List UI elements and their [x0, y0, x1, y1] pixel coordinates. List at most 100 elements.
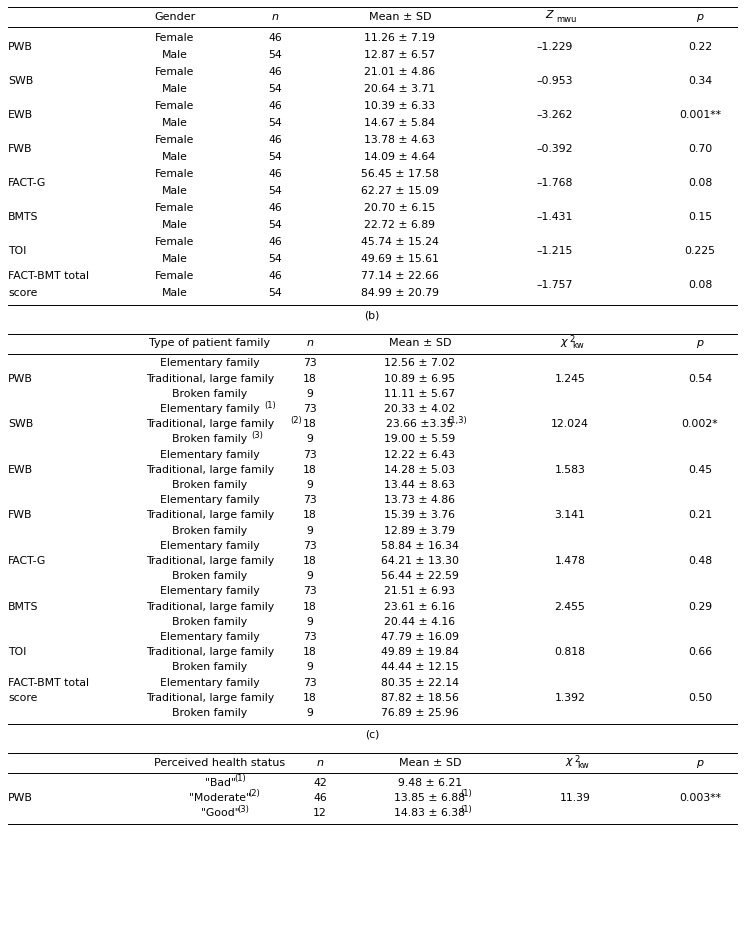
Text: –1.757: –1.757: [537, 279, 573, 290]
Text: Traditional, large family: Traditional, large family: [146, 693, 274, 703]
Text: 56.45 ± 17.58: 56.45 ± 17.58: [361, 169, 439, 179]
Text: 73: 73: [303, 587, 317, 597]
Text: 20.44 ± 4.16: 20.44 ± 4.16: [384, 617, 455, 627]
Text: (3): (3): [237, 804, 249, 814]
Text: 0.001**: 0.001**: [679, 109, 721, 120]
Text: p: p: [697, 339, 703, 349]
Text: Gender: Gender: [154, 12, 196, 22]
Text: 9: 9: [306, 525, 314, 536]
Text: FACT-G: FACT-G: [8, 177, 46, 188]
Text: 73: 73: [303, 632, 317, 642]
Text: 12.89 ± 3.79: 12.89 ± 3.79: [384, 525, 455, 536]
Text: 22.72 ± 6.89: 22.72 ± 6.89: [364, 220, 436, 230]
Text: χ: χ: [565, 756, 572, 767]
Text: Elementary family: Elementary family: [160, 632, 260, 642]
Text: FACT-BMT total: FACT-BMT total: [8, 271, 89, 281]
Text: Female: Female: [155, 33, 194, 43]
Text: 14.67 ± 5.84: 14.67 ± 5.84: [364, 118, 436, 128]
Text: 13.73 ± 4.86: 13.73 ± 4.86: [384, 495, 455, 505]
Text: 0.66: 0.66: [688, 647, 712, 657]
Text: n: n: [317, 757, 323, 768]
Text: Female: Female: [155, 237, 194, 247]
Text: 14.09 ± 4.64: 14.09 ± 4.64: [364, 152, 436, 162]
Text: "Good": "Good": [200, 808, 239, 819]
Text: p: p: [697, 757, 703, 768]
Text: 73: 73: [303, 541, 317, 551]
Text: p: p: [697, 12, 703, 22]
Text: 73: 73: [303, 495, 317, 505]
Text: 0.48: 0.48: [688, 556, 712, 566]
Text: Broken family: Broken family: [172, 525, 247, 536]
Text: –1.229: –1.229: [537, 41, 573, 52]
Text: Z: Z: [545, 10, 553, 21]
Text: 80.35 ± 22.14: 80.35 ± 22.14: [381, 678, 459, 687]
Text: 0.50: 0.50: [688, 693, 712, 703]
Text: (3): (3): [252, 431, 264, 440]
Text: score: score: [8, 288, 37, 298]
Text: Broken family: Broken family: [172, 389, 247, 399]
Text: Elementary family: Elementary family: [160, 541, 260, 551]
Text: 11.39: 11.39: [559, 793, 591, 802]
Text: Traditional, large family: Traditional, large family: [146, 373, 274, 384]
Text: 12.024: 12.024: [551, 420, 589, 429]
Text: Mean ± SD: Mean ± SD: [399, 757, 461, 768]
Text: 0.21: 0.21: [688, 510, 712, 521]
Text: 46: 46: [313, 793, 327, 802]
Text: 47.79 ± 16.09: 47.79 ± 16.09: [381, 632, 459, 642]
Text: (1): (1): [234, 774, 246, 784]
Text: Traditional, large family: Traditional, large family: [146, 420, 274, 429]
Text: 0.002*: 0.002*: [682, 420, 718, 429]
Text: 73: 73: [303, 358, 317, 369]
Text: Elementary family: Elementary family: [160, 405, 260, 414]
Text: 73: 73: [303, 450, 317, 459]
Text: 9: 9: [306, 617, 314, 627]
Text: Male: Male: [162, 118, 188, 128]
Text: Female: Female: [155, 169, 194, 179]
Text: 0.08: 0.08: [688, 177, 712, 188]
Text: Male: Male: [162, 186, 188, 196]
Text: 0.45: 0.45: [688, 465, 712, 475]
Text: 0.22: 0.22: [688, 41, 712, 52]
Text: Elementary family: Elementary family: [160, 358, 260, 369]
Text: mwu: mwu: [556, 15, 577, 24]
Text: 10.89 ± 6.95: 10.89 ± 6.95: [384, 373, 455, 384]
Text: kw: kw: [577, 761, 589, 769]
Text: 54: 54: [268, 186, 282, 196]
Text: SWB: SWB: [8, 75, 34, 86]
Text: 46: 46: [268, 237, 282, 247]
Text: 73: 73: [303, 678, 317, 687]
Text: –1.431: –1.431: [537, 211, 573, 222]
Text: 1.392: 1.392: [554, 693, 586, 703]
Text: 3.141: 3.141: [554, 510, 586, 521]
Text: FACT-G: FACT-G: [8, 556, 46, 566]
Text: 87.82 ± 18.56: 87.82 ± 18.56: [381, 693, 459, 703]
Text: n: n: [306, 339, 314, 349]
Text: Broken family: Broken family: [172, 435, 247, 444]
Text: Broken family: Broken family: [172, 480, 247, 490]
Text: Female: Female: [155, 203, 194, 213]
Text: 46: 46: [268, 271, 282, 281]
Text: 1.478: 1.478: [554, 556, 586, 566]
Text: Male: Male: [162, 152, 188, 162]
Text: 18: 18: [303, 602, 317, 612]
Text: Broken family: Broken family: [172, 617, 247, 627]
Text: 46: 46: [268, 169, 282, 179]
Text: 18: 18: [303, 510, 317, 521]
Text: EWB: EWB: [8, 465, 33, 475]
Text: Male: Male: [162, 254, 188, 264]
Text: 56.44 ± 22.59: 56.44 ± 22.59: [381, 571, 459, 581]
Text: 54: 54: [268, 118, 282, 128]
Text: 20.70 ± 6.15: 20.70 ± 6.15: [364, 203, 436, 213]
Text: 13.78 ± 4.63: 13.78 ± 4.63: [364, 135, 436, 145]
Text: 9: 9: [306, 708, 314, 719]
Text: BMTS: BMTS: [8, 602, 39, 612]
Text: –1.215: –1.215: [537, 245, 573, 256]
Text: 19.00 ± 5.59: 19.00 ± 5.59: [384, 435, 456, 444]
Text: (2): (2): [248, 789, 260, 799]
Text: 10.39 ± 6.33: 10.39 ± 6.33: [364, 101, 436, 111]
Text: (b): (b): [364, 310, 380, 321]
Text: 0.003**: 0.003**: [679, 793, 721, 802]
Text: 77.14 ± 22.66: 77.14 ± 22.66: [361, 271, 439, 281]
Text: "Moderate": "Moderate": [189, 793, 251, 802]
Text: 9: 9: [306, 663, 314, 672]
